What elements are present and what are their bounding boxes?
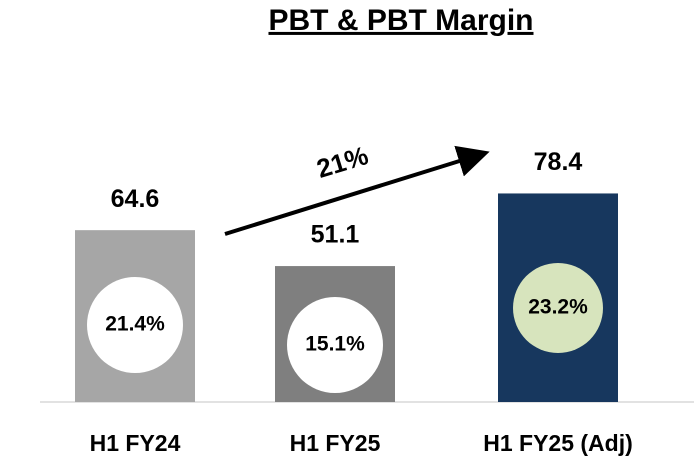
margin-label: 15.1% [305,333,365,356]
value-label: 78.4 [534,148,583,176]
margin-circle [87,277,183,373]
margin-circle [513,263,603,353]
margin-label: 21.4% [105,313,165,336]
growth-arrow [224,145,490,236]
margin-label: 23.2% [528,296,588,319]
x-tick-label: H1 FY25 (Adj) [483,430,633,456]
value-label: 51.1 [311,221,360,249]
chart-title: PBT & PBT Margin [268,4,533,37]
growth-annotation: 21% [313,140,372,184]
value-label: 64.6 [111,185,160,213]
x-tick-label: H1 FY25 [290,430,381,456]
x-tick-label: H1 FY24 [90,430,181,456]
margin-circle [287,297,383,393]
